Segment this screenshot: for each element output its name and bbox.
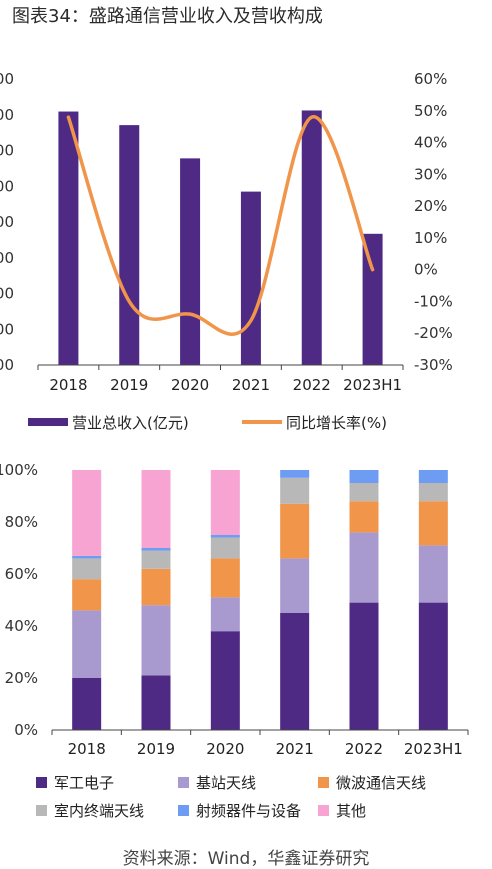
left-axis-tick-label: 00 [0,285,14,303]
right-axis-tick-label: 40% [414,134,447,152]
revenue-bar [240,191,261,365]
right-axis-tick-label: 60% [414,70,447,88]
y-axis-tick-label: 80% [5,513,38,531]
stacked-segment [210,597,240,632]
left-axis-tick-label: 00 [0,177,14,195]
growth-rate-line [66,115,375,336]
revenue-bar [119,125,140,366]
y-axis-tick-label: 0% [14,721,38,739]
revenue-bar [180,158,201,365]
y-axis-tick-label: 20% [5,669,38,687]
legend-label: 射频器件与设备 [196,802,301,820]
stacked-segment [210,537,240,559]
revenue-growth-chart: 00 00 00 00 00 00 00 00 00 60% 50% 40% 30% 20% 10% 0% -1… [0,70,453,432]
stacked-segment [418,602,448,730]
legend-swatch [318,805,329,816]
legend-label: 微波通信天线 [336,774,426,792]
revenue-composition-chart: 100% 80% 60% 40% 20% 0% 2018 2019 2020 2021 2022 20… [0,461,469,820]
left-axis-tick-label: 00 [0,142,14,160]
stacked-segment [72,470,102,556]
x-axis-category-label: 2018 [49,376,87,394]
stacked-segment [210,535,240,538]
figure-title: 图表34：盛路通信营业收入及营收构成 [12,6,323,27]
right-axis-tick-label: -20% [414,324,453,342]
x-axis-category-label: 2022 [293,376,331,394]
legend-swatch [36,805,47,816]
stacked-segment [349,602,379,730]
right-axis-tick-label: 10% [414,229,447,247]
left-axis-tick-label: 00 [0,106,14,124]
x-axis-category-label: 2021 [276,740,314,758]
x-axis-category-label: 2020 [206,740,244,758]
right-axis-tick-label: 30% [414,165,447,183]
x-axis-category-label: 2018 [68,740,106,758]
revenue-bar [301,110,322,366]
stacked-segment [72,558,102,580]
right-axis-tick-label: 20% [414,197,447,215]
legend-swatch [178,805,189,816]
legend-label: 室内终端天线 [54,802,144,820]
stacked-segment [141,605,171,676]
legend-swatch [36,777,47,788]
stacked-segment [280,470,310,478]
x-axis-category-label: 2022 [345,740,383,758]
legend-label: 其他 [336,802,366,820]
stacked-segment [418,545,448,603]
y-axis-tick-label: 100% [0,461,38,479]
right-axis-tick-label: 0% [414,261,438,279]
x-axis-category-label: 2019 [110,376,148,394]
legend-label-revenue: 营业总收入(亿元) [72,414,189,432]
legend-swatch-revenue [28,418,68,426]
stacked-segment [141,675,171,730]
stacked-segment [418,470,448,483]
left-axis-tick-label: 00 [0,213,14,231]
stacked-segment [72,610,102,678]
x-axis-category-label: 2023H1 [404,740,463,758]
legend-label: 军工电子 [54,774,114,792]
source-note: 资料来源：Wind，华鑫证券研究 [122,849,370,869]
left-axis-tick-label: 00 [0,249,14,267]
stacked-segment [349,501,379,533]
stacked-segment [210,470,240,535]
stacked-segment [210,558,240,598]
stacked-segment [141,568,171,606]
stacked-segment [72,678,102,730]
right-axis-tick-label: 50% [414,102,447,120]
stacked-segment [280,558,310,613]
x-axis-category-label: 2020 [171,376,209,394]
stacked-segment [72,555,102,559]
stacked-segment [418,501,448,546]
stacked-segment [141,548,171,551]
revenue-bar [58,111,79,365]
legend-label-growth: 同比增长率(%) [286,414,387,432]
stacked-segment [280,503,310,559]
revenue-bar [362,233,383,365]
legend-label: 基站天线 [196,774,256,792]
x-axis-category-label: 2023H1 [343,376,402,394]
stacked-segment [349,470,379,483]
left-axis-tick-label: 00 [0,320,14,338]
right-axis-tick-label: -10% [414,292,453,310]
y-axis-tick-label: 40% [5,617,38,635]
stacked-segment [349,483,379,502]
left-axis-tick-label: 00 [0,70,14,88]
stacked-segment [280,613,310,730]
left-axis-tick-label: 00 [0,356,14,374]
stacked-segment [141,550,171,569]
right-axis-tick-label: -30% [414,356,453,374]
stacked-segment [349,532,379,603]
legend-swatch [318,777,329,788]
stacked-segment [418,483,448,502]
legend-swatch [178,777,189,788]
stacked-segment [72,579,102,611]
x-axis-category-label: 2019 [137,740,175,758]
stacked-segment [141,470,171,548]
x-axis-category-label: 2021 [232,376,270,394]
y-axis-tick-label: 60% [5,565,38,583]
stacked-segment [210,631,240,730]
stacked-segment [280,477,310,504]
